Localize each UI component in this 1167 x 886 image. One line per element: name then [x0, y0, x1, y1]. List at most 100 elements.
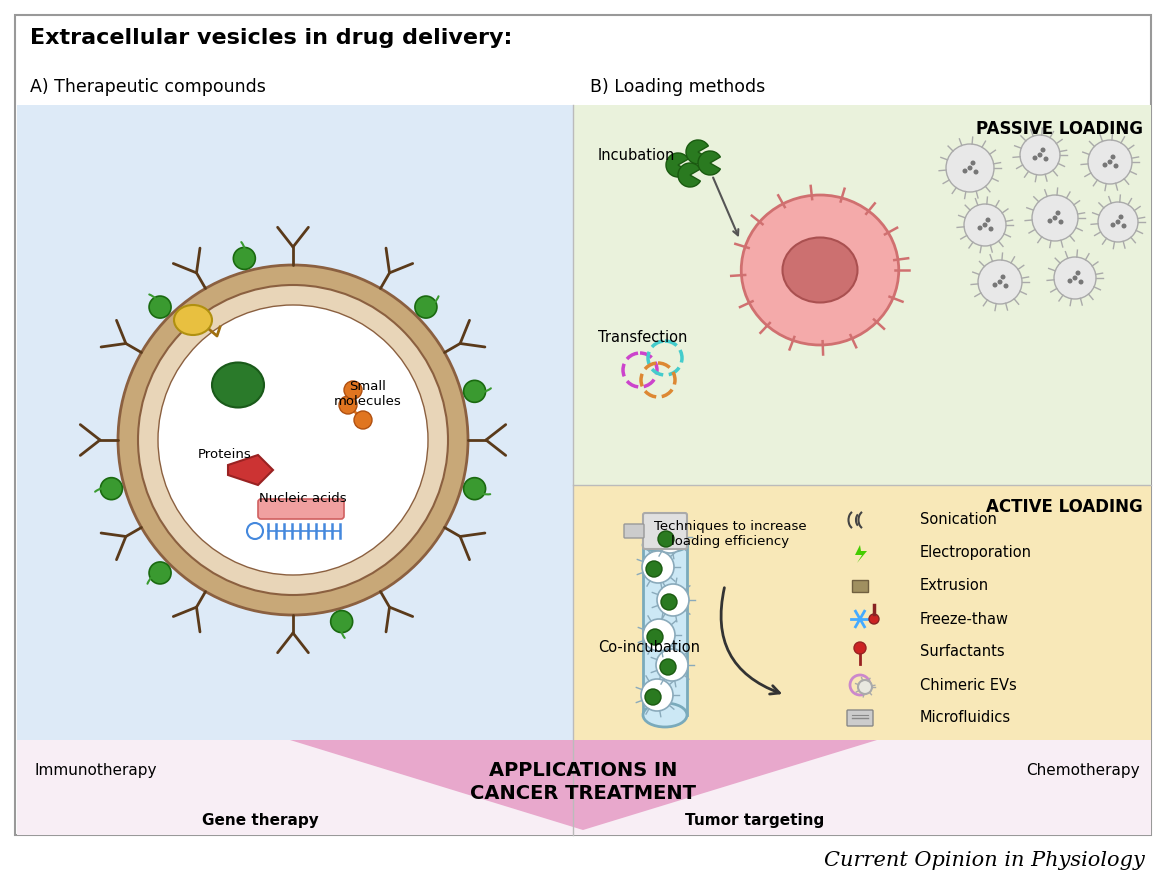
Circle shape: [858, 680, 872, 694]
Circle shape: [1053, 215, 1057, 221]
Circle shape: [647, 561, 662, 577]
Bar: [573, 485, 1151, 835]
Circle shape: [463, 380, 485, 402]
Circle shape: [658, 531, 675, 547]
Text: Chimeric EVs: Chimeric EVs: [920, 678, 1016, 693]
Circle shape: [1072, 276, 1077, 281]
Bar: [18, 740, 1151, 835]
Circle shape: [992, 283, 998, 287]
Circle shape: [973, 169, 978, 175]
Text: Surfactants: Surfactants: [920, 644, 1005, 659]
Circle shape: [338, 396, 357, 414]
Circle shape: [1058, 220, 1063, 224]
Polygon shape: [855, 545, 867, 563]
Text: Chemotherapy: Chemotherapy: [1026, 763, 1140, 778]
Ellipse shape: [212, 362, 264, 408]
Circle shape: [233, 247, 256, 269]
FancyBboxPatch shape: [643, 513, 687, 549]
Circle shape: [354, 411, 372, 429]
Circle shape: [647, 629, 663, 645]
Circle shape: [1037, 152, 1042, 158]
Text: ACTIVE LOADING: ACTIVE LOADING: [986, 498, 1142, 516]
Text: Incubation: Incubation: [598, 148, 676, 163]
Text: Gene therapy: Gene therapy: [202, 812, 319, 828]
Circle shape: [1098, 202, 1138, 242]
Wedge shape: [678, 163, 700, 187]
Circle shape: [963, 168, 967, 174]
Circle shape: [1078, 279, 1083, 284]
Ellipse shape: [643, 703, 687, 727]
Text: Extracellular vesicles in drug delivery:: Extracellular vesicles in drug delivery:: [30, 28, 512, 48]
Circle shape: [1032, 195, 1078, 241]
Circle shape: [854, 642, 866, 654]
FancyBboxPatch shape: [847, 710, 873, 726]
Ellipse shape: [643, 538, 687, 552]
Circle shape: [971, 160, 976, 166]
Text: Extrusion: Extrusion: [920, 579, 990, 594]
Text: APPLICATIONS IN
CANCER TREATMENT: APPLICATIONS IN CANCER TREATMENT: [470, 761, 696, 804]
Circle shape: [661, 594, 677, 610]
Circle shape: [1116, 220, 1120, 224]
Circle shape: [869, 614, 879, 624]
Text: Techniques to increase
loading efficiency: Techniques to increase loading efficienc…: [654, 520, 806, 548]
FancyBboxPatch shape: [643, 545, 687, 715]
Text: Small
molecules: Small molecules: [334, 380, 401, 408]
Ellipse shape: [174, 305, 212, 335]
Circle shape: [100, 478, 123, 500]
Circle shape: [985, 217, 991, 222]
Circle shape: [1103, 162, 1107, 167]
Ellipse shape: [783, 237, 858, 302]
Circle shape: [1048, 219, 1053, 223]
Circle shape: [1055, 211, 1061, 215]
Wedge shape: [666, 153, 689, 177]
Circle shape: [656, 649, 689, 681]
Text: Microfluidics: Microfluidics: [920, 711, 1011, 726]
Polygon shape: [228, 455, 273, 485]
Circle shape: [1111, 154, 1116, 159]
Wedge shape: [698, 151, 720, 175]
Bar: [852, 580, 868, 592]
Circle shape: [643, 619, 675, 651]
Circle shape: [1033, 156, 1037, 160]
Text: Co-incubation: Co-incubation: [598, 640, 700, 655]
Circle shape: [661, 659, 676, 675]
Circle shape: [138, 285, 448, 595]
Circle shape: [1004, 284, 1008, 289]
Circle shape: [1041, 147, 1046, 152]
Circle shape: [149, 562, 172, 584]
Circle shape: [1043, 157, 1048, 161]
Circle shape: [463, 478, 485, 500]
Circle shape: [247, 523, 263, 539]
Text: Tumor targeting: Tumor targeting: [685, 812, 825, 828]
Circle shape: [415, 296, 436, 318]
Circle shape: [1076, 270, 1081, 276]
Circle shape: [978, 226, 983, 230]
Circle shape: [978, 260, 1022, 304]
Text: Nucleic acids: Nucleic acids: [259, 492, 347, 505]
Text: Sonication: Sonication: [920, 512, 997, 527]
Circle shape: [1054, 257, 1096, 299]
Circle shape: [1000, 275, 1006, 279]
Circle shape: [1068, 278, 1072, 284]
Text: Electroporation: Electroporation: [920, 546, 1032, 561]
Circle shape: [344, 381, 362, 399]
Text: Freeze-thaw: Freeze-thaw: [920, 611, 1009, 626]
Circle shape: [1121, 223, 1126, 229]
Circle shape: [158, 305, 428, 575]
Polygon shape: [291, 740, 876, 830]
Text: A) Therapeutic compounds: A) Therapeutic compounds: [30, 78, 266, 96]
Ellipse shape: [741, 195, 899, 345]
Circle shape: [946, 144, 994, 192]
Circle shape: [118, 265, 468, 615]
Bar: [573, 105, 1151, 485]
Circle shape: [330, 610, 352, 633]
Circle shape: [641, 679, 673, 711]
FancyBboxPatch shape: [258, 499, 344, 519]
Circle shape: [964, 204, 1006, 246]
Text: Proteins: Proteins: [198, 448, 252, 461]
Circle shape: [1020, 135, 1060, 175]
Bar: [18, 105, 573, 835]
Circle shape: [657, 584, 689, 616]
Circle shape: [645, 689, 661, 705]
Circle shape: [967, 166, 972, 170]
